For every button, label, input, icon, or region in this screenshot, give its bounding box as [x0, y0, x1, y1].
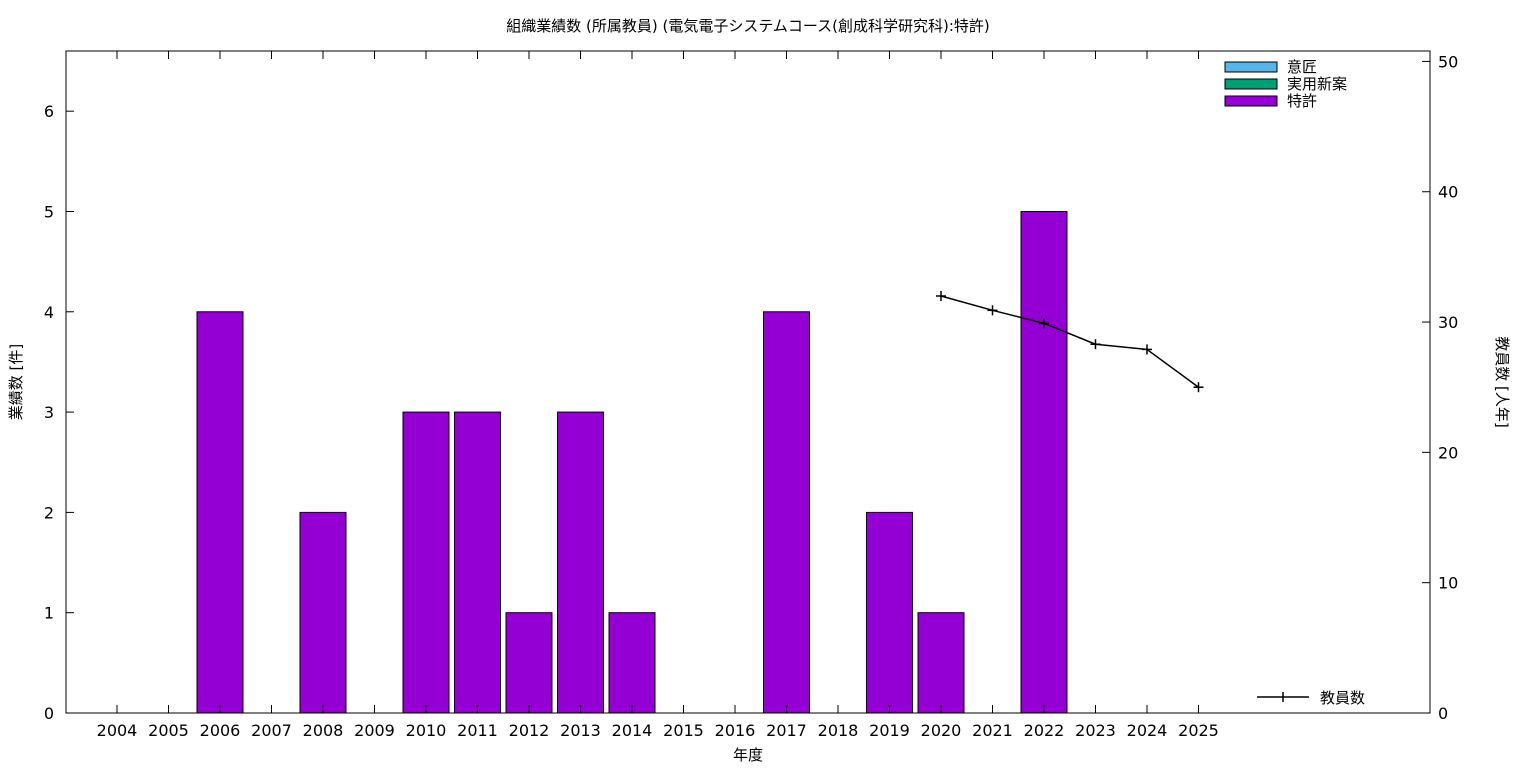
y-tick-label-6: 6 — [44, 102, 54, 121]
x-tick-label-2020: 2020 — [921, 721, 962, 740]
plot-frame — [65, 50, 1431, 714]
x-tick-label-2014: 2014 — [612, 721, 653, 740]
bar-2022-series-2 — [1020, 210, 1068, 714]
legend-label-2: 特許 — [1287, 92, 1317, 110]
bar-2019-series-2 — [866, 511, 913, 714]
bar-2008-series-2 — [299, 511, 347, 714]
y-axis-label: 業績数 [件] — [7, 344, 25, 420]
x-tick-label-2019: 2019 — [869, 721, 910, 740]
y2-tick-label-30: 30 — [1438, 313, 1458, 332]
legend-swatch-2 — [1224, 95, 1278, 107]
faculty-point-2024 — [1142, 344, 1152, 355]
x-tick-label-2017: 2017 — [766, 721, 807, 740]
x-tick-label-2013: 2013 — [560, 721, 601, 740]
bar-2020-series-2 — [917, 612, 965, 714]
faculty-point-2022 — [1039, 318, 1049, 329]
x-tick-label-2016: 2016 — [715, 721, 756, 740]
x-tick-label-2004: 2004 — [97, 721, 138, 740]
bar-2006-series-2 — [196, 311, 244, 714]
y2-tick-label-40: 40 — [1438, 183, 1458, 202]
legend-swatch-0 — [1224, 61, 1278, 73]
y2-axis-label: 教員数 [人年] — [1493, 336, 1511, 427]
line-layer — [936, 290, 1204, 393]
y-tick-label-2: 2 — [44, 503, 54, 522]
x-tick-label-2024: 2024 — [1127, 721, 1168, 740]
x-tick-label-2023: 2023 — [1075, 721, 1116, 740]
x-tick-label-2015: 2015 — [663, 721, 704, 740]
faculty-point-2020 — [936, 290, 946, 301]
x-tick-label-2012: 2012 — [509, 721, 550, 740]
x-tick-label-2011: 2011 — [457, 721, 498, 740]
line-legend: 教員数 — [1257, 689, 1365, 707]
x-tick-label-2005: 2005 — [148, 721, 189, 740]
x-tick-label-2021: 2021 — [972, 721, 1013, 740]
axes-layer: 0 1 2 3 4 5 6 0 10 20 30 40 50 2004 2005 2006 2007 2008 20… — [44, 51, 1458, 740]
legend-label-0: 意匠 — [1287, 58, 1317, 76]
x-axis-label: 年度 — [733, 746, 763, 764]
faculty-line — [940, 295, 1199, 388]
x-tick-label-2006: 2006 — [200, 721, 241, 740]
bar-2013-series-2 — [557, 411, 604, 714]
x-tick-label-2018: 2018 — [818, 721, 859, 740]
x-tick-label-2010: 2010 — [406, 721, 447, 740]
y2-tick-label-20: 20 — [1438, 443, 1458, 462]
bar-2014-series-2 — [608, 612, 656, 714]
x-tick-label-2007: 2007 — [251, 721, 292, 740]
faculty-point-2025 — [1193, 382, 1204, 393]
bar-2012-series-2 — [505, 612, 553, 714]
y2-tick-label-0: 0 — [1438, 704, 1448, 723]
chart-title: 組織業績数 (所属教員) (電気電子システムコース(創成科学研究科):特許) — [506, 17, 990, 35]
y-tick-label-0: 0 — [44, 704, 54, 723]
y-tick-label-3: 3 — [44, 403, 54, 422]
y-tick-label-4: 4 — [44, 303, 54, 322]
y2-tick-label-10: 10 — [1438, 574, 1458, 593]
legend-label-1: 実用新案 — [1287, 75, 1347, 93]
faculty-point-2023 — [1090, 339, 1101, 350]
bar-2017-series-2 — [763, 311, 810, 714]
bars-layer — [196, 210, 1068, 714]
line-legend-label: 教員数 — [1320, 689, 1365, 707]
x-tick-label-2009: 2009 — [354, 721, 395, 740]
legend-swatch-1 — [1224, 78, 1278, 90]
y-tick-label-1: 1 — [44, 604, 54, 623]
y2-tick-label-50: 50 — [1438, 52, 1458, 71]
faculty-point-2021 — [987, 305, 998, 316]
y-tick-label-5: 5 — [44, 202, 54, 221]
x-tick-label-2022: 2022 — [1024, 721, 1065, 740]
x-tick-label-2025: 2025 — [1178, 721, 1219, 740]
x-tick-label-2008: 2008 — [303, 721, 344, 740]
bar-2011-series-2 — [454, 411, 501, 714]
bar-2010-series-2 — [402, 411, 450, 714]
